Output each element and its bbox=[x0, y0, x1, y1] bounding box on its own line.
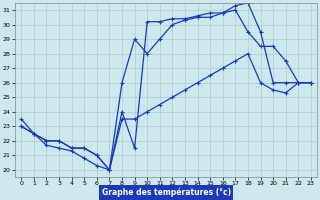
X-axis label: Graphe des températures (°c): Graphe des températures (°c) bbox=[101, 188, 231, 197]
